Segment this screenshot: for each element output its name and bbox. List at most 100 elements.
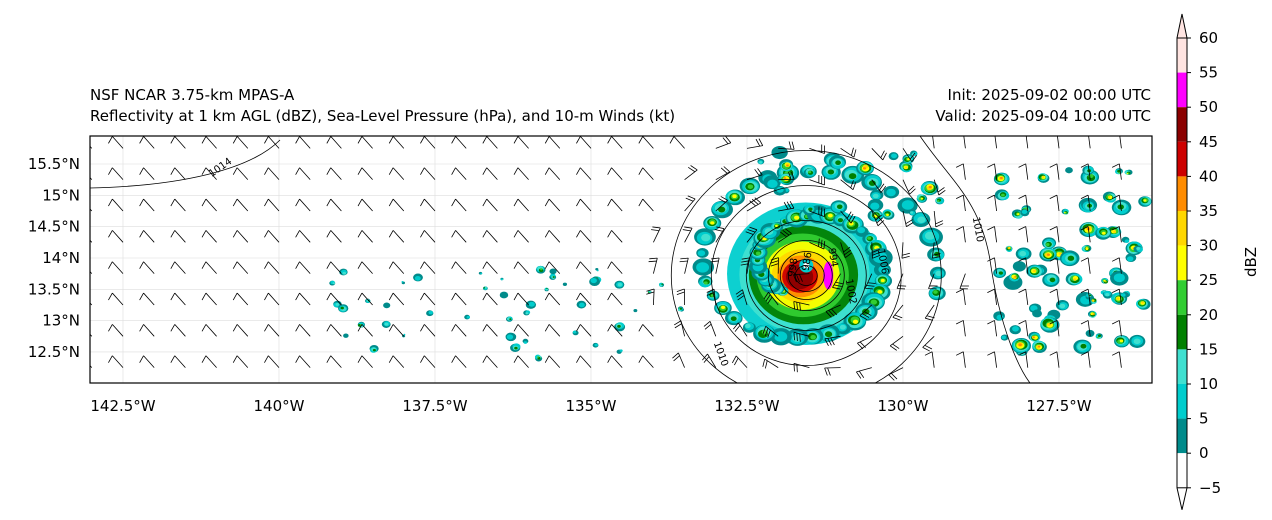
wind-barb bbox=[856, 367, 872, 379]
wind-barb bbox=[824, 335, 841, 347]
echo-cell bbox=[924, 231, 936, 240]
echo-cell bbox=[775, 224, 778, 228]
wind-barb bbox=[638, 136, 654, 149]
wind-barb bbox=[896, 273, 907, 290]
wind-barb bbox=[1111, 320, 1122, 337]
wind-barb bbox=[420, 355, 436, 368]
wind-barb bbox=[357, 324, 373, 337]
wind-barb bbox=[809, 238, 826, 250]
wind-barb bbox=[357, 167, 373, 180]
wind-barb bbox=[139, 136, 155, 149]
wind-barb bbox=[201, 198, 217, 212]
wind-barb bbox=[638, 324, 654, 337]
wind-barb bbox=[420, 292, 436, 306]
echo-cell bbox=[1012, 261, 1026, 272]
echo-cell bbox=[732, 194, 737, 199]
wind-barb bbox=[139, 292, 155, 306]
echo-cell bbox=[540, 268, 543, 271]
wind-barb bbox=[264, 292, 280, 306]
echo-cell bbox=[649, 290, 652, 293]
wind-barb bbox=[673, 320, 685, 337]
eyewall-max bbox=[823, 261, 834, 290]
wind-barb bbox=[888, 367, 904, 381]
wind-barb bbox=[710, 257, 720, 274]
echo-cell bbox=[1126, 256, 1134, 262]
wind-barb bbox=[544, 167, 561, 180]
colorbar-segment bbox=[1177, 211, 1187, 246]
wind-barb bbox=[388, 261, 405, 274]
wind-barb bbox=[607, 198, 623, 212]
lat-tick-label: 15°N bbox=[42, 186, 80, 204]
wind-barb bbox=[871, 179, 887, 193]
echo-cell bbox=[936, 200, 940, 203]
wind-barb bbox=[482, 355, 498, 368]
wind-barb bbox=[451, 230, 467, 243]
echo-cell bbox=[1105, 281, 1107, 283]
wind-barb bbox=[264, 136, 280, 149]
wind-barb bbox=[793, 273, 810, 283]
wind-barb bbox=[544, 261, 561, 274]
echo-cell bbox=[596, 269, 599, 272]
echo-cell bbox=[1118, 172, 1121, 174]
wind-barb bbox=[513, 230, 529, 243]
isobar bbox=[710, 185, 902, 366]
wind-barb bbox=[1080, 194, 1091, 212]
echo-cell bbox=[1045, 242, 1050, 247]
colorbar-tick-label: 20 bbox=[1199, 306, 1218, 324]
wind-barb bbox=[859, 304, 873, 320]
wind-barb bbox=[513, 324, 529, 337]
echo-cell bbox=[1089, 294, 1092, 297]
wind-barb bbox=[706, 288, 717, 306]
echo-cell bbox=[1126, 172, 1129, 175]
map-frame bbox=[89, 135, 1153, 384]
echo-cell bbox=[466, 315, 470, 319]
colorbar-segment bbox=[1177, 72, 1187, 108]
wind-barb bbox=[924, 351, 935, 368]
lon-tick-label: 130°W bbox=[878, 397, 929, 415]
wind-barb bbox=[201, 355, 217, 368]
wind-barb bbox=[420, 261, 436, 274]
wind-barb bbox=[715, 166, 731, 181]
wind-barb bbox=[955, 194, 966, 212]
wind-barb bbox=[1080, 136, 1091, 149]
wind-barb bbox=[1018, 320, 1029, 337]
wind-barb bbox=[232, 198, 249, 212]
contour-label: 1006 bbox=[875, 248, 890, 275]
echo-cell bbox=[1096, 336, 1099, 339]
wind-barb bbox=[108, 230, 124, 243]
echo-cell bbox=[872, 193, 879, 199]
wind-barb bbox=[770, 257, 779, 274]
wind-barb bbox=[864, 273, 876, 290]
colorbar-tick-label: 0 bbox=[1199, 444, 1209, 462]
echo-cell bbox=[572, 330, 577, 334]
echo-cell bbox=[1030, 305, 1038, 312]
wind-barb bbox=[170, 355, 186, 368]
wind-barb bbox=[544, 136, 561, 149]
lon-tick-label: 135°W bbox=[566, 397, 617, 415]
wind-barb bbox=[576, 355, 592, 368]
echo-cell bbox=[1124, 239, 1130, 243]
wind-barb bbox=[871, 210, 885, 227]
wind-barb bbox=[139, 355, 155, 368]
wind-barb bbox=[778, 171, 795, 181]
echo-cell bbox=[428, 310, 433, 315]
wind-barb bbox=[264, 167, 280, 180]
echo-cell bbox=[697, 250, 706, 257]
echo-cell bbox=[1073, 278, 1077, 281]
echo-cell bbox=[998, 271, 1004, 275]
echo-cell bbox=[1067, 255, 1075, 261]
echo-cell bbox=[917, 216, 926, 223]
wind-barb bbox=[264, 230, 280, 243]
echo-cell bbox=[810, 335, 816, 340]
lon-tick-label: 137.5°W bbox=[402, 397, 467, 415]
echo-cell bbox=[862, 167, 867, 170]
wind-barb bbox=[170, 324, 186, 337]
wind-barb bbox=[451, 167, 467, 180]
echo-cell bbox=[852, 319, 859, 324]
wind-barb bbox=[1111, 288, 1122, 306]
echo-cell bbox=[537, 356, 540, 358]
wind-barb bbox=[139, 198, 155, 212]
echo-cell bbox=[480, 272, 483, 275]
echo-cell bbox=[661, 283, 664, 285]
wind-barb bbox=[1018, 351, 1029, 368]
